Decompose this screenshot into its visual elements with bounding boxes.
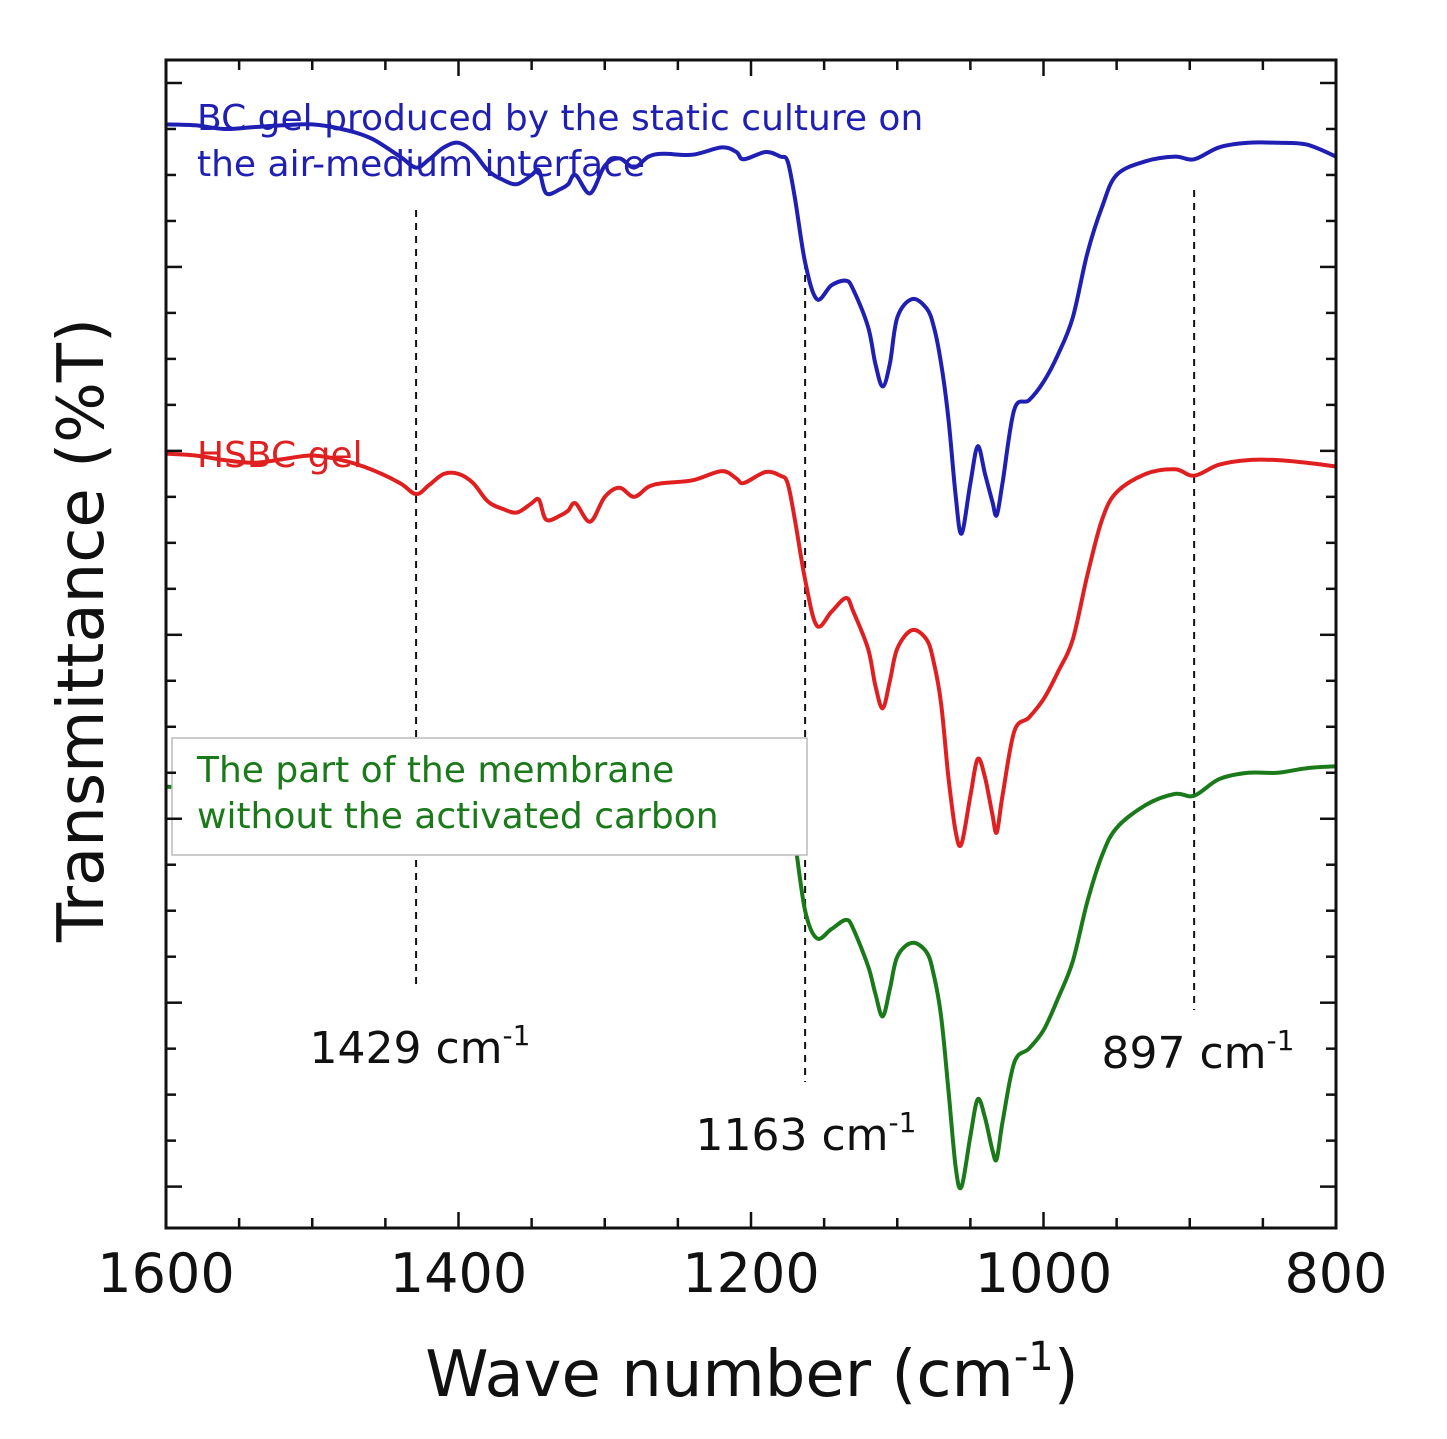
peak-label-897: 897 cm-1 — [1102, 1024, 1295, 1079]
plot-frame — [164, 58, 1338, 1230]
series-label-3-line-2: without the activated carbon — [197, 796, 719, 837]
y-axis-title: Transmittance (%T) — [45, 318, 119, 943]
peak-label-text: 1429 cm — [310, 1023, 503, 1074]
peak-label-1163: 1163 cm-1 — [696, 1106, 917, 1161]
series-label-1-line-2: the air-medium interface — [197, 144, 645, 185]
peak-label-1429: 1429 cm-1 — [310, 1019, 531, 1074]
x-tick-label-1400: 1400 — [390, 1242, 527, 1305]
peak-guide-lines — [415, 190, 1196, 1082]
series-label-3-line-1: The part of the membrane — [196, 750, 674, 791]
series-line-2 — [165, 451, 1337, 848]
x-tick-label-1600: 1600 — [97, 1242, 234, 1305]
x-tick-labels: 1600 1400 1200 1000 800 — [97, 1242, 1387, 1305]
peak-label-sup: -1 — [503, 1019, 531, 1052]
green-series-label-box — [171, 737, 808, 856]
series-labels: BC gel produced by the static culture on… — [196, 98, 923, 837]
x-axis-title-text: Wave number (cm — [425, 1338, 1014, 1412]
x-tick-label-800: 800 — [1284, 1242, 1387, 1305]
series-line-1 — [165, 122, 1337, 536]
x-axis-title-sup: -1 — [1014, 1334, 1054, 1380]
x-axis-title-close: ) — [1054, 1338, 1079, 1412]
peak-label-text: 1163 cm — [696, 1110, 889, 1161]
x-tick-label-1000: 1000 — [975, 1242, 1112, 1305]
series-label-2-line-1: HSBC gel — [197, 435, 363, 476]
peak-label-sup: -1 — [1267, 1024, 1295, 1057]
x-tick-label-1200: 1200 — [682, 1242, 819, 1305]
x-axis-title: Wave number (cm-1) — [425, 1334, 1078, 1412]
series-label-1-line-1: BC gel produced by the static culture on — [197, 98, 923, 139]
peak-label-sup: -1 — [889, 1106, 917, 1139]
peak-label-text: 897 cm — [1102, 1028, 1267, 1079]
